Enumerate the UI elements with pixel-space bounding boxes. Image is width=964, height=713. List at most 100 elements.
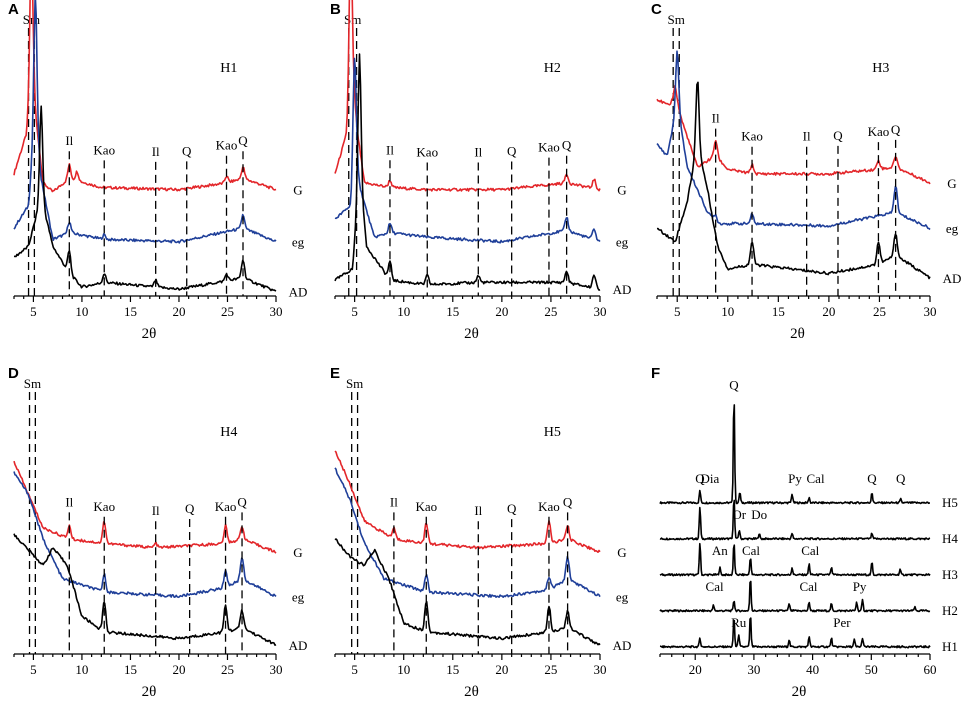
x-tick-label: 20 (689, 662, 702, 677)
x-axis-label-E: 2θ (464, 684, 479, 700)
x-tick-label: 10 (75, 304, 88, 319)
series-label-eg: eg (616, 235, 629, 250)
series-label-eg: eg (946, 221, 959, 236)
x-tick-label: 25 (544, 662, 557, 677)
mineral-label: Kao (538, 499, 560, 514)
series-label-AD: AD (613, 638, 632, 653)
panel-title-D: H4 (220, 425, 237, 440)
panel-label-F: F (651, 365, 660, 382)
series-label-G: G (617, 183, 626, 198)
mineral-label: Q (729, 377, 739, 392)
x-tick-label: 30 (747, 662, 760, 677)
x-tick-label: 25 (221, 662, 234, 677)
x-axis-label-C: 2θ (790, 326, 805, 342)
mineral-label: Q (833, 128, 843, 143)
series-label-AD: AD (613, 282, 632, 297)
mineral-label: Kao (416, 145, 438, 160)
series-label-AD: AD (289, 638, 308, 653)
x-tick-label: 25 (873, 304, 886, 319)
x-tick-label: 20 (822, 304, 835, 319)
series-label-G: G (293, 183, 302, 198)
mineral-label: Or (732, 507, 746, 522)
xrd-curve-eg (334, 467, 601, 598)
mineral-label: Kao (93, 142, 115, 157)
panel-title-C: H3 (872, 61, 889, 76)
mineral-label: Q (867, 471, 877, 486)
mineral-label: Kao (538, 140, 560, 155)
xrd-curve-G (13, 0, 277, 193)
mineral-label: Q (896, 471, 906, 486)
mineral-label: Q (185, 501, 195, 516)
xrd-curve-G (13, 460, 277, 554)
x-tick-label: 60 (924, 662, 937, 677)
x-tick-label: 30 (594, 662, 607, 677)
xrd-curve-H1 (659, 617, 931, 649)
x-tick-label: 25 (221, 304, 234, 319)
xrd-curve-AD (334, 53, 601, 291)
mineral-label: Q (891, 122, 901, 137)
panel-label-A: A (8, 1, 19, 18)
series-label-eg: eg (292, 589, 305, 604)
panel-title-A: H1 (220, 61, 237, 76)
sm-label: Sm (668, 12, 685, 27)
x-tick-label: 20 (172, 304, 185, 319)
x-tick-label: 15 (124, 304, 137, 319)
x-tick-label: 5 (30, 304, 37, 319)
mineral-label: Cal (801, 543, 819, 558)
series-label-H4: H4 (942, 531, 958, 546)
xrd-curve-H5 (659, 404, 931, 505)
x-tick-label: 30 (924, 304, 937, 319)
xrd-curve-eg (13, 471, 277, 599)
xrd-curve-H2 (659, 580, 931, 613)
x-tick-label: 15 (772, 304, 785, 319)
mineral-label: Kao (93, 499, 115, 514)
x-tick-label: 20 (495, 304, 508, 319)
series-label-G: G (617, 545, 626, 560)
x-tick-label: 5 (351, 662, 358, 677)
xrd-curve-eg (13, 0, 277, 244)
series-label-AD: AD (289, 284, 308, 299)
xrd-curve-AD (656, 81, 931, 280)
xrd-curve-AD (13, 105, 277, 292)
x-tick-label: 50 (865, 662, 878, 677)
mineral-label: Cal (742, 543, 760, 558)
mineral-label: Kao (868, 124, 890, 139)
series-label-H3: H3 (942, 567, 958, 582)
x-tick-label: 10 (75, 662, 88, 677)
x-tick-label: 15 (446, 662, 459, 677)
xrd-curve-G (334, 450, 601, 553)
x-axis-label-A: 2θ (142, 326, 157, 342)
mineral-label: Per (833, 615, 851, 630)
mineral-label: Il (65, 133, 73, 148)
x-tick-label: 10 (397, 662, 410, 677)
x-tick-label: 40 (806, 662, 819, 677)
mineral-label: Q (237, 494, 247, 509)
mineral-label: Cal (807, 471, 825, 486)
mineral-label: Il (152, 144, 160, 159)
panel-label-B: B (330, 1, 341, 18)
xrd-curve-G (334, 0, 601, 192)
series-label-eg: eg (292, 235, 305, 250)
panel-title-E: H5 (544, 425, 561, 440)
x-tick-label: 10 (721, 304, 734, 319)
mineral-label: Dia (701, 471, 720, 486)
xrd-curve-H3 (659, 542, 931, 577)
xrd-curve-AD (334, 538, 601, 646)
x-tick-label: 30 (594, 304, 607, 319)
mineral-label: Il (65, 494, 73, 509)
mineral-label: Do (751, 507, 767, 522)
mineral-label: Cal (706, 579, 724, 594)
x-tick-label: 30 (270, 304, 283, 319)
mineral-label: Q (507, 501, 517, 516)
mineral-label: Il (712, 111, 720, 126)
series-label-H2: H2 (942, 603, 958, 618)
x-axis-label-B: 2θ (464, 326, 479, 342)
mineral-label: Ru (731, 615, 747, 630)
mineral-label: Il (152, 503, 160, 518)
